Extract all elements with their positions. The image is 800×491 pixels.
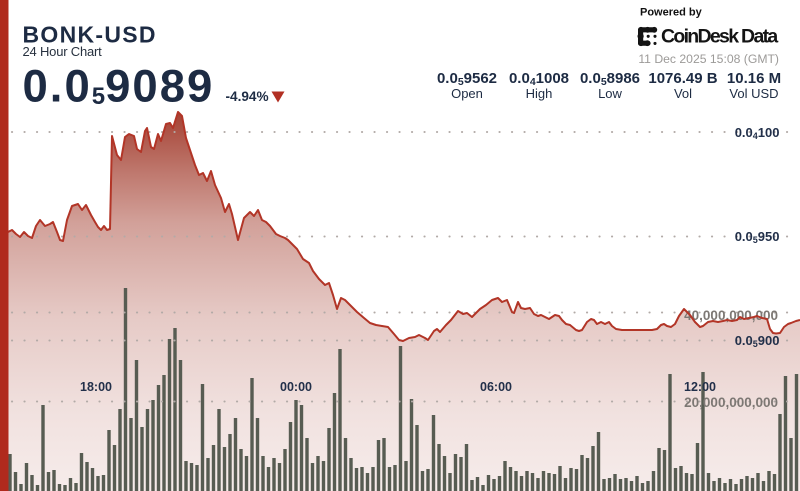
svg-text:0.05950: 0.05950 — [735, 229, 780, 245]
svg-text:BONK-USD: BONK-USD — [23, 22, 157, 48]
svg-text:10.16 M: 10.16 M — [727, 70, 781, 87]
svg-text:0.04100: 0.04100 — [735, 125, 780, 141]
svg-text:24 Hour Chart: 24 Hour Chart — [23, 44, 103, 59]
svg-text:1076.49 B: 1076.49 B — [648, 70, 717, 87]
svg-text:11 Dec 2025 15:08 (GMT): 11 Dec 2025 15:08 (GMT) — [638, 52, 779, 66]
svg-text:0.059089: 0.059089 — [23, 61, 215, 112]
svg-text:CoinDesk Data: CoinDesk Data — [661, 26, 778, 48]
svg-text:12:00: 12:00 — [684, 380, 716, 394]
svg-text:High: High — [526, 86, 553, 101]
svg-text:20,000,000,000: 20,000,000,000 — [684, 395, 778, 410]
svg-text:0.05900: 0.05900 — [735, 333, 780, 349]
svg-text:18:00: 18:00 — [80, 380, 112, 394]
svg-text:0.058986: 0.058986 — [580, 70, 640, 88]
svg-text:Powered by: Powered by — [640, 7, 703, 19]
svg-text:00:00: 00:00 — [280, 380, 312, 394]
svg-text:0.041008: 0.041008 — [509, 70, 569, 88]
svg-text:06:00: 06:00 — [480, 380, 512, 394]
svg-text:Vol: Vol — [674, 86, 692, 101]
svg-text:Vol USD: Vol USD — [729, 86, 778, 101]
svg-text:40,000,000,000: 40,000,000,000 — [684, 308, 778, 323]
svg-text:-4.94%: -4.94% — [226, 89, 269, 104]
svg-text:Low: Low — [598, 86, 622, 101]
svg-text:Open: Open — [451, 86, 483, 101]
svg-text:0.059562: 0.059562 — [437, 70, 497, 88]
